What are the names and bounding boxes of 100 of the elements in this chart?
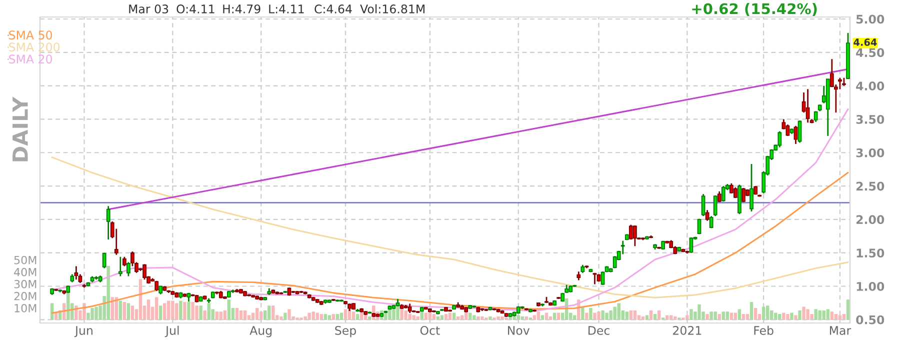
bar	[412, 315, 416, 320]
y-tick-label: 1.50	[856, 248, 884, 258]
bar	[589, 308, 592, 320]
bar	[786, 314, 790, 320]
x-tick-label: Sep	[335, 326, 356, 338]
y-tick-label: 1.00	[856, 282, 884, 291]
bar	[130, 306, 134, 320]
bar	[750, 302, 754, 320]
candlestick	[122, 256, 126, 267]
candlestick	[806, 88, 810, 124]
y2-tick-label: 30M	[14, 280, 36, 288]
bar	[782, 312, 786, 320]
candlestick	[102, 252, 106, 269]
x-tick-label: Feb	[754, 326, 774, 335]
bar	[288, 309, 291, 320]
x-tick-label: Mar	[830, 326, 852, 335]
text: +0.62 (15.42%)	[692, 2, 817, 16]
bar	[472, 315, 476, 320]
bar	[94, 306, 98, 320]
bar	[308, 312, 311, 320]
bar	[207, 303, 210, 320]
bar	[718, 314, 721, 320]
bar	[183, 302, 186, 320]
bar	[215, 312, 218, 320]
bar	[187, 302, 190, 320]
text: L:4.11	[269, 4, 304, 14]
candlestick	[689, 236, 694, 254]
bar	[408, 314, 412, 320]
bar	[480, 316, 484, 320]
bar	[814, 309, 818, 320]
bar	[154, 297, 158, 320]
candlestick	[721, 185, 726, 202]
candlestick	[742, 187, 746, 203]
candlestick	[118, 256, 122, 277]
candlestick	[798, 120, 802, 144]
bar	[356, 314, 360, 320]
bar	[512, 316, 516, 320]
legend-label: SMA 50	[9, 30, 52, 40]
x-tick-label: Jul	[164, 326, 179, 338]
bar	[340, 312, 344, 320]
x-tick-label: Oct	[420, 326, 440, 335]
bar	[312, 312, 315, 320]
bar	[195, 306, 198, 320]
bar	[122, 302, 126, 320]
bar	[794, 315, 798, 320]
y-tick-label: 4.50	[856, 48, 884, 58]
y2-tick-label: 50M	[14, 256, 36, 264]
y-tick-label: 3.00	[856, 148, 884, 158]
text: Mar 03	[129, 4, 168, 14]
bar	[175, 303, 178, 320]
candlestick	[705, 209, 710, 222]
y-tick-label: 5.00	[856, 14, 884, 24]
y-tick-label: 3.50	[856, 114, 884, 124]
line-series	[51, 156, 849, 298]
bar	[199, 306, 202, 320]
bar	[203, 310, 206, 320]
candlestick	[142, 264, 146, 280]
bar	[82, 303, 86, 320]
bar	[191, 302, 194, 320]
candlestick	[838, 77, 842, 90]
bar	[710, 312, 713, 320]
line-series	[51, 172, 849, 314]
candlestick	[408, 302, 412, 314]
bar	[440, 315, 444, 320]
bar	[698, 304, 701, 320]
bar	[496, 316, 500, 320]
bar	[90, 308, 94, 320]
bar	[597, 312, 600, 320]
text: DAILY	[12, 96, 28, 162]
bar	[818, 310, 822, 320]
candlestick	[794, 125, 798, 145]
bar	[146, 300, 150, 320]
bar	[605, 312, 608, 320]
bar	[255, 308, 259, 320]
bar	[690, 309, 693, 320]
bar	[609, 310, 612, 320]
text: Vol:16.81M	[360, 4, 424, 14]
bar	[846, 300, 850, 320]
bar	[456, 316, 460, 320]
candlestick	[633, 224, 637, 247]
y-tick-label: 2.00	[856, 215, 884, 224]
x-tick-label: Nov	[508, 326, 530, 335]
candlestick	[814, 110, 818, 123]
legend-label: SMA 20	[9, 54, 52, 64]
bar	[272, 306, 275, 320]
candlestick	[778, 130, 782, 148]
y-tick-label: 0.50	[856, 315, 884, 324]
bar	[822, 310, 826, 320]
candlestick	[126, 262, 130, 277]
bar	[163, 303, 166, 320]
x-tick-label: 2021	[673, 326, 702, 335]
bar	[171, 300, 174, 320]
bar	[686, 315, 689, 320]
bar	[830, 312, 834, 320]
bar	[284, 312, 287, 320]
text: H:4.79	[223, 4, 260, 14]
bar	[665, 315, 669, 320]
bar	[593, 312, 596, 320]
bar	[738, 309, 742, 320]
bar	[585, 312, 588, 320]
